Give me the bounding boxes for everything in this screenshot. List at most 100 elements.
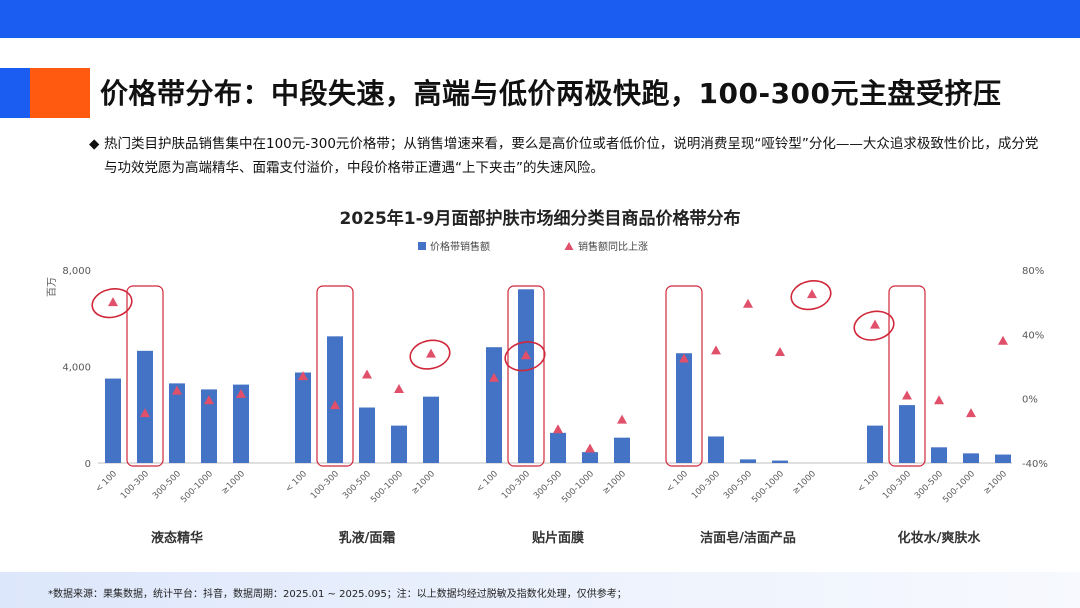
sales-bar	[899, 405, 915, 463]
sales-bar	[233, 384, 249, 463]
top-banner	[0, 0, 1080, 38]
footer-bar	[0, 572, 1080, 608]
y-tick-label: 4,000	[62, 363, 91, 374]
price-band-tick-label: ≥1000	[410, 469, 437, 496]
price-band-tick-label: 300-500	[722, 469, 754, 501]
y2-tick-label: 40%	[1022, 330, 1044, 341]
growth-marker	[108, 297, 118, 307]
sales-bar	[676, 353, 692, 463]
growth-marker	[775, 347, 785, 357]
sales-bar	[708, 436, 724, 463]
growth-marker	[140, 408, 150, 418]
legend-bar-swatch	[418, 242, 426, 250]
growth-marker	[330, 400, 340, 410]
growth-marker	[521, 350, 531, 360]
sales-bar	[201, 389, 217, 463]
growth-marker	[362, 369, 372, 379]
price-band-tick-label: 500-1000	[179, 469, 215, 505]
sales-bar	[137, 350, 153, 463]
sales-bar	[169, 383, 185, 463]
price-band-tick-label: 100-300	[690, 469, 722, 501]
circled-marker-annotation	[91, 288, 133, 319]
y-axis-label: 百万	[46, 277, 58, 297]
sales-bar	[518, 289, 534, 463]
summary-text: 热门类目护肤品销售集中在100元-300元价格带；从销售增速来看，要么是高价位或…	[104, 136, 1039, 176]
sales-bar	[582, 452, 598, 463]
growth-marker	[553, 424, 563, 434]
sales-bar	[423, 396, 439, 463]
category-label: 洁面皂/洁面产品	[700, 530, 796, 546]
category-label: 化妆水/爽肤水	[898, 530, 982, 546]
category-label: 乳液/面霜	[339, 530, 396, 546]
sales-bar	[772, 460, 788, 463]
growth-marker	[807, 289, 817, 299]
legend-marker-swatch	[564, 242, 574, 250]
sales-bar	[295, 372, 311, 463]
price-band-tick-label: 100-300	[309, 469, 341, 501]
sales-bar	[359, 407, 375, 463]
growth-marker	[870, 319, 880, 329]
sales-bar	[550, 432, 566, 463]
sales-bar	[391, 425, 407, 463]
price-band-tick-label: 100-300	[881, 469, 913, 501]
growth-marker	[426, 348, 436, 358]
sales-bar	[995, 454, 1011, 463]
price-band-tick-label: < 100	[94, 469, 120, 495]
circled-marker-annotation	[504, 341, 546, 372]
price-band-tick-label: 100-300	[119, 469, 151, 501]
growth-marker	[172, 385, 182, 395]
y-tick-label: 8,000	[62, 266, 91, 277]
price-band-tick-label: 300-500	[341, 469, 373, 501]
price-band-tick-label: 300-500	[532, 469, 564, 501]
title-accent-orange	[30, 68, 90, 118]
highlight-box	[665, 285, 703, 467]
sales-bar	[105, 378, 121, 463]
y2-tick-label: -40%	[1022, 459, 1048, 470]
circled-marker-annotation	[790, 280, 832, 311]
chart-title: 2025年1-9月面部护肤市场细分类目商品价格带分布	[339, 209, 741, 229]
legend-bar-label: 价格带销售额	[430, 240, 490, 253]
growth-marker	[394, 384, 404, 394]
highlight-box	[126, 285, 164, 467]
price-band-tick-label: < 100	[284, 469, 310, 495]
growth-marker	[617, 414, 627, 424]
y2-tick-label: 0%	[1022, 395, 1038, 406]
sales-bar	[963, 453, 979, 463]
data-source-note: *数据来源：果集数据，统计平台：抖音，数据周期：2025.01 ~ 2025.0…	[48, 589, 627, 600]
sales-bar	[740, 459, 756, 463]
sales-bar	[486, 347, 502, 463]
price-band-tick-label: ≥1000	[601, 469, 628, 496]
sales-bar	[327, 336, 343, 463]
price-band-tick-label: ≥1000	[791, 469, 818, 496]
price-band-chart: 0 4,000 8,000 -40% 0% 40% 80% 百万 价格带销售额 销售额同比上涨 < …	[46, 240, 1048, 546]
growth-marker	[204, 395, 214, 405]
growth-marker	[585, 443, 595, 453]
price-band-tick-label: ≥1000	[220, 469, 247, 496]
price-band-tick-label: 500-1000	[941, 469, 977, 505]
highlight-box	[316, 285, 354, 467]
highlight-box	[507, 285, 545, 467]
price-band-tick-label: 500-1000	[369, 469, 405, 505]
page-title: 价格带分布：中段失速，高端与低价两极快跑，100-300元主盘受挤压	[100, 77, 1002, 110]
y-tick-label: 0	[85, 459, 91, 470]
sales-bar	[614, 437, 630, 463]
growth-marker	[966, 408, 976, 418]
highlight-box	[888, 285, 926, 467]
growth-marker	[489, 372, 499, 382]
diamond-bullet-icon: ◆	[89, 136, 100, 152]
summary-bullet: ◆ 热门类目护肤品销售集中在100元-300元价格带；从销售增速来看，要么是高价…	[89, 132, 1040, 180]
growth-marker	[934, 395, 944, 405]
price-band-tick-label: 500-1000	[560, 469, 596, 505]
legend-marker-label: 销售额同比上涨	[578, 240, 648, 253]
price-band-tick-label: 100-300	[500, 469, 532, 501]
growth-marker	[236, 388, 246, 398]
price-band-tick-label: 500-1000	[750, 469, 786, 505]
price-band-tick-label: 300-500	[151, 469, 183, 501]
circled-marker-annotation	[853, 310, 895, 341]
circled-marker-annotation	[409, 339, 451, 370]
growth-marker	[679, 353, 689, 363]
price-band-tick-label: < 100	[665, 469, 691, 495]
sales-bar	[867, 425, 883, 463]
y2-tick-label: 80%	[1022, 266, 1044, 277]
sales-bar	[931, 447, 947, 463]
